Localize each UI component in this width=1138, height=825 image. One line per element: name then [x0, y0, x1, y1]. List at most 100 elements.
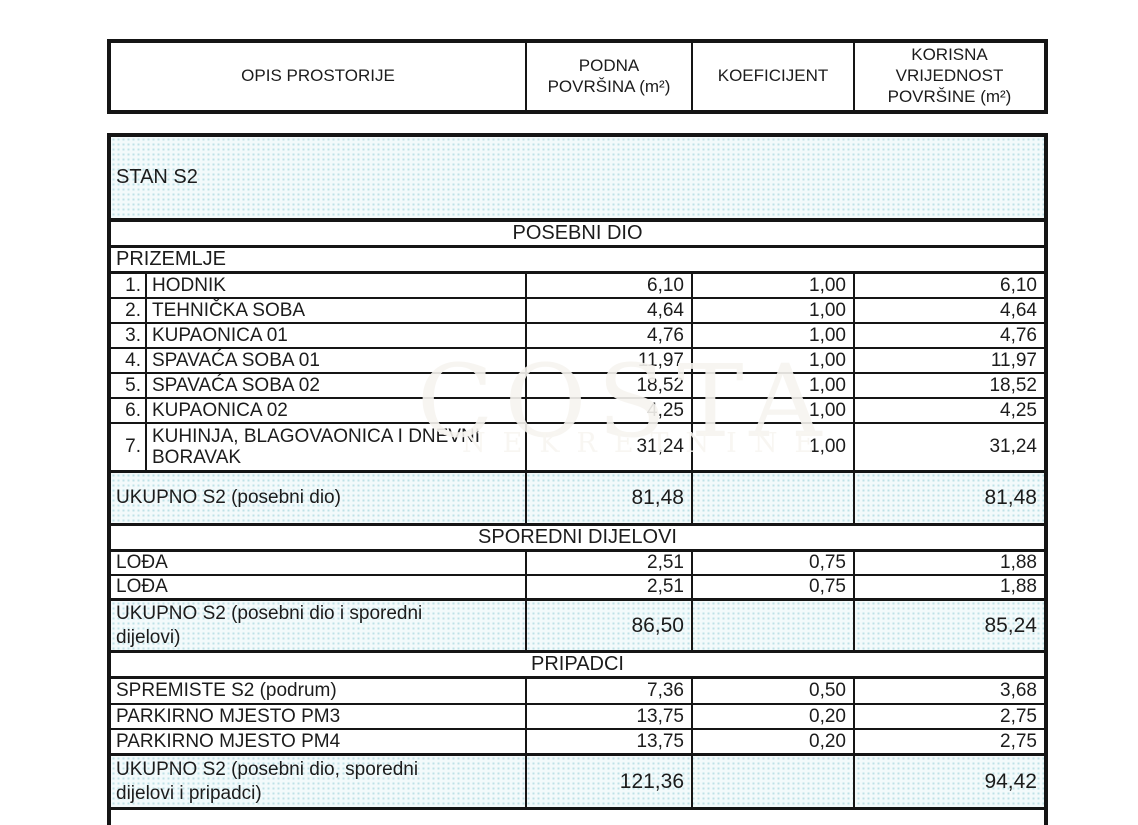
area-calculation-table: STAN S2 POSEBNI DIO PRIZEMLJE 1. HODNIK … — [107, 133, 1048, 825]
room-coefficient: 1,00 — [691, 424, 853, 470]
header-line: POVRŠINA (m²) — [547, 76, 671, 96]
appurtenance-value: 3,68 — [853, 679, 1044, 703]
room-area: 31,24 — [525, 424, 691, 470]
room-row: 1. HODNIK 6,10 1,00 6,10 — [111, 274, 1044, 299]
secondary-area: 2,51 — [525, 552, 691, 574]
secondary-value: 1,88 — [853, 552, 1044, 574]
total-row-posebni-i-sporedni: UKUPNO S2 (posebni dio i sporedni dijelo… — [111, 601, 1044, 653]
room-area: 6,10 — [525, 274, 691, 297]
header-line: KORISNA — [911, 45, 988, 65]
appurtenance-area: 13,75 — [525, 730, 691, 753]
appurtenance-name: PARKIRNO MJESTO PM4 — [116, 730, 341, 752]
room-row: 4. SPAVAĆA SOBA 01 11,97 1,00 11,97 — [111, 349, 1044, 374]
secondary-row: LOĐA 2,51 0,75 1,88 — [111, 576, 1044, 601]
total-coefficient — [691, 756, 853, 807]
room-name: HODNIK — [145, 274, 525, 297]
total-row-grand: UKUPNO S2 (posebni dio, sporedni dijelov… — [111, 756, 1044, 810]
total-area: 121,36 — [525, 756, 691, 807]
room-name: SPAVAĆA SOBA 01 — [145, 349, 525, 372]
secondary-name: LOĐA — [116, 552, 168, 574]
secondary-name: LOĐA — [116, 576, 168, 598]
room-value: 6,10 — [853, 274, 1044, 297]
total-coefficient — [691, 473, 853, 523]
section-row-pripadci: PRIPADCI — [111, 653, 1044, 679]
room-coefficient: 1,00 — [691, 324, 853, 347]
room-row: 5. SPAVAĆA SOBA 02 18,52 1,00 18,52 — [111, 374, 1044, 399]
appurtenance-name: PARKIRNO MJESTO PM3 — [116, 705, 341, 727]
section-row-posebni-dio: POSEBNI DIO — [111, 222, 1044, 248]
room-coefficient: 1,00 — [691, 399, 853, 422]
header-line: POVRŠINE (m²) — [887, 86, 1012, 106]
appurtenance-row: PARKIRNO MJESTO PM3 13,75 0,20 2,75 — [111, 705, 1044, 730]
room-name: KUPAONICA 02 — [145, 399, 525, 422]
room-area: 4,25 — [525, 399, 691, 422]
apartment-title-row: STAN S2 — [111, 137, 1044, 222]
secondary-row: LOĐA 2,51 0,75 1,88 — [111, 552, 1044, 576]
header-cell-korisna-vrijednost: KORISNA VRIJEDNOST POVRŠINE (m²) — [853, 43, 1044, 110]
room-row: 6. KUPAONICA 02 4,25 1,00 4,25 — [111, 399, 1044, 424]
section-title: SPOREDNI DIJELOVI — [478, 526, 677, 548]
appurtenance-area: 13,75 — [525, 705, 691, 728]
header-line: VRIJEDNOST — [895, 66, 1004, 86]
secondary-value: 1,88 — [853, 576, 1044, 598]
section-title: PRIPADCI — [531, 653, 624, 675]
room-value: 18,52 — [853, 374, 1044, 397]
room-area: 4,64 — [525, 299, 691, 322]
appurtenance-value: 2,75 — [853, 730, 1044, 753]
section-title: POSEBNI DIO — [512, 222, 643, 244]
room-value: 31,24 — [853, 424, 1044, 470]
secondary-area: 2,51 — [525, 576, 691, 598]
header-line: PODNA — [578, 55, 640, 75]
header-line: OPIS PROSTORIJE — [241, 66, 395, 86]
appurtenance-coefficient: 0,20 — [691, 705, 853, 728]
room-number: 5. — [125, 374, 141, 396]
total-area: 86,50 — [525, 601, 691, 650]
room-number: 4. — [125, 349, 141, 371]
room-area: 4,76 — [525, 324, 691, 347]
room-row: 2. TEHNIČKA SOBA 4,64 1,00 4,64 — [111, 299, 1044, 324]
secondary-coefficient: 0,75 — [691, 552, 853, 574]
total-row-posebni-dio: UKUPNO S2 (posebni dio) 81,48 81,48 — [111, 473, 1044, 526]
room-value: 11,97 — [853, 349, 1044, 372]
room-number: 2. — [125, 299, 141, 321]
empty-row — [111, 810, 1044, 825]
room-coefficient: 1,00 — [691, 299, 853, 322]
header-cell-opis-prostorije: OPIS PROSTORIJE — [111, 43, 525, 110]
room-row: 3. KUPAONICA 01 4,76 1,00 4,76 — [111, 324, 1044, 349]
room-name: TEHNIČKA SOBA — [145, 299, 525, 322]
total-label: UKUPNO S2 (posebni dio, sporedni dijelov… — [116, 758, 419, 804]
appurtenance-area: 7,36 — [525, 679, 691, 703]
secondary-coefficient: 0,75 — [691, 576, 853, 598]
room-number: 3. — [125, 324, 141, 346]
total-value: 85,24 — [853, 601, 1044, 650]
header-cell-podna-povrsina: PODNA POVRŠINA (m²) — [525, 43, 691, 110]
room-coefficient: 1,00 — [691, 349, 853, 372]
column-header-table: OPIS PROSTORIJE PODNA POVRŠINA (m²) KOEF… — [107, 39, 1048, 114]
room-number: 7. — [125, 436, 141, 457]
total-label: UKUPNO S2 (posebni dio i sporedni dijelo… — [116, 602, 423, 648]
header-line: KOEFICIJENT — [717, 66, 829, 86]
header-cell-koeficijent: KOEFICIJENT — [691, 43, 853, 110]
room-name: KUHINJA, BLAGOVAONICA I DNEVNI BORAVAK — [145, 424, 525, 470]
room-number: 1. — [125, 274, 141, 296]
total-area: 81,48 — [525, 473, 691, 523]
total-value: 94,42 — [853, 756, 1044, 807]
room-coefficient: 1,00 — [691, 274, 853, 297]
apartment-title: STAN S2 — [116, 166, 198, 188]
floor-label: PRIZEMLJE — [116, 248, 227, 270]
appurtenance-name: SPREMISTE S2 (podrum) — [116, 680, 337, 702]
appurtenance-value: 2,75 — [853, 705, 1044, 728]
appurtenance-row: PARKIRNO MJESTO PM4 13,75 0,20 2,75 — [111, 730, 1044, 756]
appurtenance-coefficient: 0,50 — [691, 679, 853, 703]
floor-row-prizemlje: PRIZEMLJE — [111, 248, 1044, 274]
appurtenance-row: SPREMISTE S2 (podrum) 7,36 0,50 3,68 — [111, 679, 1044, 705]
room-area: 11,97 — [525, 349, 691, 372]
room-row: 7. KUHINJA, BLAGOVAONICA I DNEVNI BORAVA… — [111, 424, 1044, 473]
total-label: UKUPNO S2 (posebni dio) — [116, 487, 341, 509]
appurtenance-coefficient: 0,20 — [691, 730, 853, 753]
room-value: 4,76 — [853, 324, 1044, 347]
room-number: 6. — [125, 399, 141, 421]
section-row-sporedni-dijelovi: SPOREDNI DIJELOVI — [111, 526, 1044, 552]
room-value: 4,64 — [853, 299, 1044, 322]
